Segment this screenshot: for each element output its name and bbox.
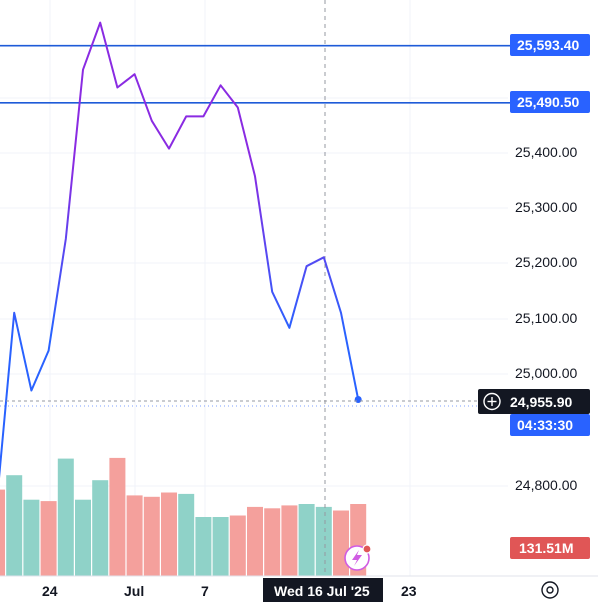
price-series <box>0 21 362 479</box>
volume-bar <box>264 508 281 576</box>
x-tick: 7 <box>201 583 209 599</box>
x-tick: 23 <box>401 583 417 599</box>
volume-bar <box>333 510 349 576</box>
y-tick: 25,300.00 <box>515 199 577 215</box>
volume-bar <box>143 496 160 576</box>
current-price-tag[interactable]: 24,955.90 <box>478 389 590 414</box>
volume-bar <box>247 506 263 576</box>
crosshair-date-label: Wed 16 Jul '25 <box>274 583 370 599</box>
grid <box>0 0 508 576</box>
x-tick: Jul <box>124 583 144 599</box>
horizontal-lines <box>0 44 510 104</box>
volume-bars <box>0 457 367 576</box>
x-axis: 24 Jul 7 23 <box>0 575 598 599</box>
volume-label: 131.51M <box>519 540 573 556</box>
y-tick: 25,100.00 <box>515 310 577 326</box>
y-tick: 25,000.00 <box>515 365 577 381</box>
settings-icon[interactable] <box>541 581 559 599</box>
last-price-dot <box>354 396 362 403</box>
y-tick: 25,200.00 <box>515 254 577 270</box>
y-axis: 25,400.00 25,300.00 25,200.00 25,100.00 … <box>515 144 577 493</box>
y-tick: 24,800.00 <box>515 477 577 493</box>
volume-bar <box>40 501 57 576</box>
volume-bar <box>315 506 332 576</box>
volume-bar <box>229 515 246 576</box>
hline-tag-1: 25,593.40 <box>510 34 590 56</box>
volume-bar <box>109 457 126 576</box>
countdown-label: 04:33:30 <box>517 417 573 433</box>
add-plus-icon[interactable] <box>483 392 501 411</box>
price-line <box>0 21 360 479</box>
crosshair-date-tag: Wed 16 Jul '25 <box>263 578 383 602</box>
volume-bar <box>23 499 40 576</box>
hline-tag-1-label: 25,593.40 <box>517 37 579 53</box>
volume-bar <box>178 493 195 576</box>
volume-tag: 131.51M <box>510 537 590 559</box>
volume-bar <box>92 480 109 576</box>
volume-bar <box>212 517 229 576</box>
volume-bar <box>161 492 177 576</box>
hline-tag-2: 25,490.50 <box>510 91 590 113</box>
volume-bar <box>75 499 91 576</box>
hline-tag-2-label: 25,490.50 <box>517 94 579 110</box>
volume-bar <box>298 504 315 576</box>
x-tick: 24 <box>42 583 58 599</box>
y-tick: 25,400.00 <box>515 144 577 160</box>
volume-bar <box>6 475 23 576</box>
current-price-label: 24,955.90 <box>510 394 572 410</box>
countdown-tag: 04:33:30 <box>510 414 590 436</box>
volume-bar <box>57 458 74 576</box>
volume-bar <box>195 517 212 576</box>
lightning-icon[interactable] <box>344 544 372 571</box>
volume-bar <box>0 489 5 576</box>
volume-bar <box>126 495 143 576</box>
volume-bar <box>281 505 298 576</box>
